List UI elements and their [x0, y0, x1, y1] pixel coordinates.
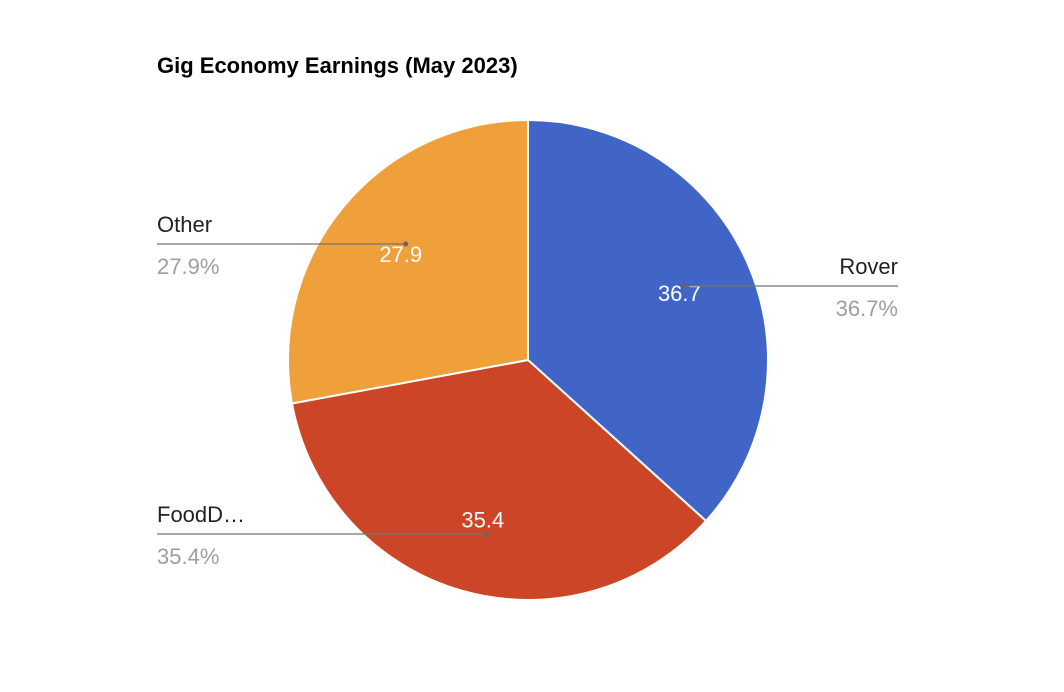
chart-title: Gig Economy Earnings (May 2023): [157, 53, 518, 78]
slice-value-label-other: 27.9: [379, 242, 422, 267]
slice-name-label-fooddash: FoodD…: [157, 502, 245, 527]
slice-value-label-fooddash: 35.4: [461, 507, 504, 532]
slice-name-label-other: Other: [157, 212, 212, 237]
slice-value-label-rover: 36.7: [658, 281, 701, 306]
pie-slices: 36.7 35.4 27.9: [287, 118, 769, 601]
slice-percent-label-other: 27.9%: [157, 254, 219, 279]
slice-name-label-rover: Rover: [839, 254, 898, 279]
pie-slice-rover: [527, 118, 769, 523]
pie-slice-other: [287, 118, 529, 405]
pie-labels: Rover 36.7% FoodD… 35.4% Other 27.9%: [157, 212, 898, 569]
leader-dot-rover: [681, 283, 687, 289]
slice-percent-label-fooddash: 35.4%: [157, 544, 219, 569]
leader-dot-other: [403, 241, 409, 247]
pie-slice-fooddash: [290, 358, 708, 601]
leader-dot-fooddash: [485, 531, 491, 537]
slice-percent-label-rover: 36.7%: [836, 296, 898, 321]
